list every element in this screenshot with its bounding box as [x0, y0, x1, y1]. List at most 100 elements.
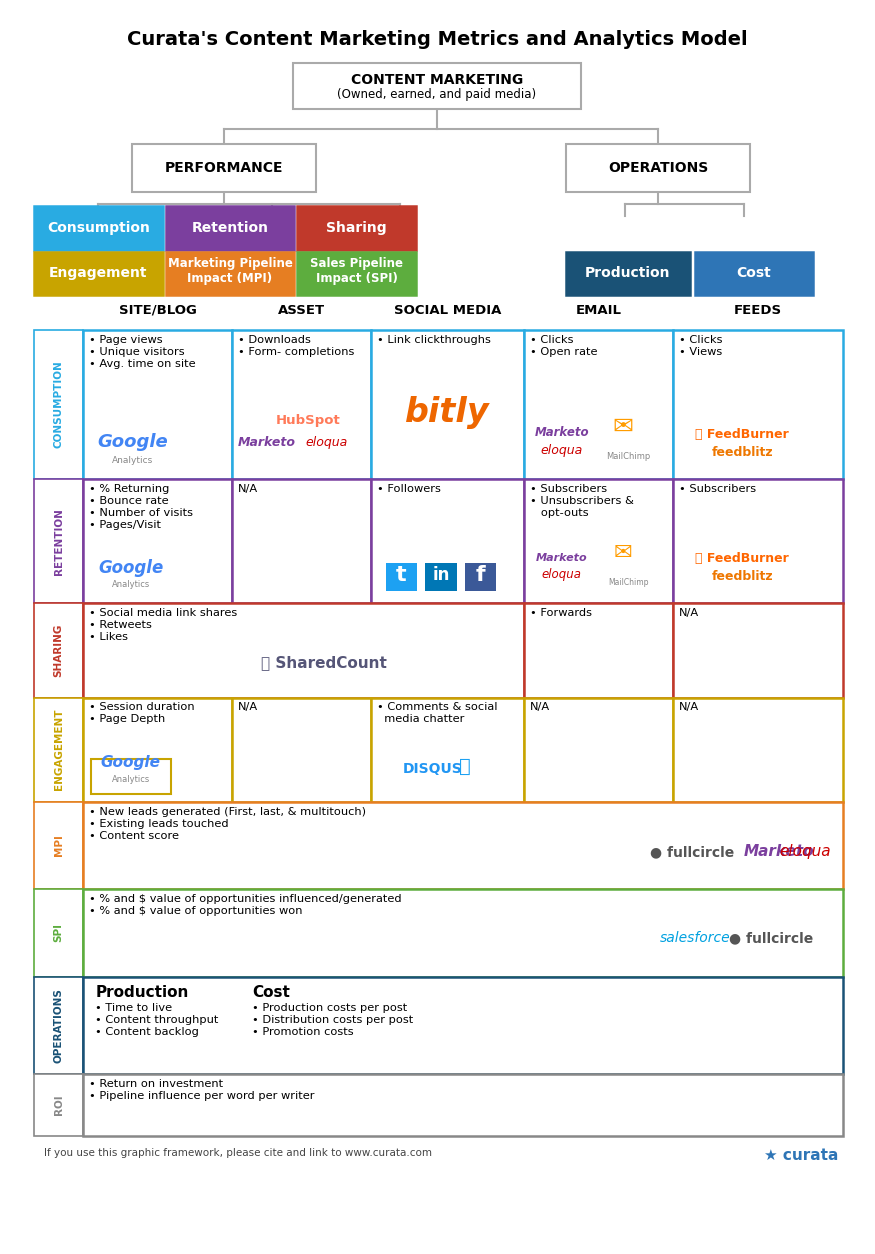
Text: media chatter: media chatter [376, 715, 464, 725]
Text: feedblitz: feedblitz [711, 571, 773, 583]
Text: SPI: SPI [53, 923, 64, 943]
Text: RETENTION: RETENTION [53, 508, 64, 574]
Text: • Comments & social: • Comments & social [376, 702, 497, 712]
Text: Analytics: Analytics [112, 456, 153, 465]
Bar [673, 697, 844, 801]
Bar [524, 330, 673, 479]
Bar [34, 252, 163, 295]
Bar [34, 603, 83, 697]
Text: ASSET: ASSET [277, 303, 325, 316]
Bar [386, 563, 417, 591]
Bar [371, 697, 524, 801]
Text: • Unique visitors: • Unique visitors [89, 347, 185, 357]
Bar [34, 889, 83, 977]
Text: CONTENT MARKETING: CONTENT MARKETING [351, 73, 523, 87]
Text: SITE/BLOG: SITE/BLOG [119, 303, 197, 316]
Text: • Unsubscribers &: • Unsubscribers & [530, 495, 634, 505]
Bar [34, 801, 83, 889]
Bar [83, 603, 524, 697]
Bar [524, 697, 673, 801]
Bar [34, 206, 163, 250]
Text: • Retweets: • Retweets [89, 619, 152, 630]
Text: N/A: N/A [238, 484, 258, 494]
Text: • Page views: • Page views [89, 335, 163, 345]
Text: MailChimp: MailChimp [608, 578, 648, 587]
Text: Engagement: Engagement [49, 266, 148, 281]
Bar [83, 697, 232, 801]
Bar [673, 330, 844, 479]
Text: ENGAGEMENT: ENGAGEMENT [53, 709, 64, 790]
Text: ★ curata: ★ curata [764, 1147, 838, 1162]
Text: • Time to live: • Time to live [95, 1003, 172, 1013]
Text: MailChimp: MailChimp [606, 453, 650, 461]
Text: If you use this graphic framework, please cite and link to www.curata.com: If you use this graphic framework, pleas… [44, 1147, 431, 1157]
Text: ROI: ROI [53, 1095, 64, 1115]
Text: Analytics: Analytics [112, 775, 150, 784]
Text: Analytics: Analytics [112, 581, 150, 589]
Text: MPI: MPI [53, 835, 64, 856]
Bar [232, 330, 371, 479]
Text: • Content backlog: • Content backlog [95, 1027, 200, 1037]
Text: N/A: N/A [238, 702, 258, 712]
Text: EMAIL: EMAIL [576, 303, 621, 316]
Text: Production: Production [584, 266, 670, 281]
Bar [34, 479, 83, 603]
Text: ✉: ✉ [612, 415, 634, 439]
Bar [232, 697, 371, 801]
Bar [524, 479, 673, 603]
Bar [232, 479, 371, 603]
Bar [566, 144, 750, 192]
Text: N/A: N/A [530, 702, 550, 712]
Text: N/A: N/A [679, 608, 699, 618]
Text: t: t [396, 566, 407, 586]
Text: • Views: • Views [679, 347, 722, 357]
Text: OPERATIONS: OPERATIONS [608, 161, 708, 176]
Bar [83, 1073, 844, 1136]
Text: DISQUS: DISQUS [402, 762, 462, 776]
Bar [34, 697, 83, 801]
Bar [293, 63, 581, 109]
Text: • Followers: • Followers [376, 484, 440, 494]
Bar [673, 603, 844, 697]
Text: • Form- completions: • Form- completions [238, 347, 354, 357]
Bar [91, 759, 171, 794]
Text: • Avg. time on site: • Avg. time on site [89, 359, 196, 369]
Bar [524, 603, 673, 697]
Text: ● fullcircle: ● fullcircle [650, 845, 734, 859]
Text: feedblitz: feedblitz [711, 446, 773, 459]
Text: • Subscribers: • Subscribers [530, 484, 607, 494]
Text: • Existing leads touched: • Existing leads touched [89, 819, 229, 829]
Text: 🐦: 🐦 [458, 757, 471, 776]
Bar [371, 330, 524, 479]
Text: FEEDS: FEEDS [734, 303, 782, 316]
Text: • % Returning: • % Returning [89, 484, 170, 494]
Text: SHARING: SHARING [53, 623, 64, 677]
Text: Sales Pipeline
Impact (SPI): Sales Pipeline Impact (SPI) [311, 257, 403, 286]
Bar [371, 479, 524, 603]
Text: • Pipeline influence per word per writer: • Pipeline influence per word per writer [89, 1091, 315, 1101]
Text: • Return on investment: • Return on investment [89, 1078, 223, 1088]
Text: 📊 SharedCount: 📊 SharedCount [261, 655, 387, 670]
Text: • Clicks: • Clicks [530, 335, 574, 345]
Bar [165, 252, 294, 295]
Text: • Social media link shares: • Social media link shares [89, 608, 238, 618]
Text: • Forwards: • Forwards [530, 608, 592, 618]
Bar [165, 206, 294, 250]
Text: Marketo: Marketo [536, 553, 588, 563]
Text: salesforce: salesforce [660, 930, 731, 944]
Text: Cost: Cost [252, 984, 290, 999]
Text: • Likes: • Likes [89, 632, 129, 642]
Text: eloqua: eloqua [541, 444, 583, 458]
Text: in: in [432, 567, 450, 584]
Bar [83, 889, 844, 977]
Bar [83, 801, 844, 889]
Text: 🔥 FeedBurner: 🔥 FeedBurner [696, 429, 789, 441]
Text: • Content throughput: • Content throughput [95, 1016, 219, 1026]
Text: ● fullcircle: ● fullcircle [729, 930, 814, 944]
Text: Production: Production [95, 984, 189, 999]
Bar [83, 977, 844, 1073]
Text: • Subscribers: • Subscribers [679, 484, 756, 494]
Text: Consumption: Consumption [47, 221, 150, 234]
Text: • Downloads: • Downloads [238, 335, 311, 345]
Bar [695, 252, 814, 295]
